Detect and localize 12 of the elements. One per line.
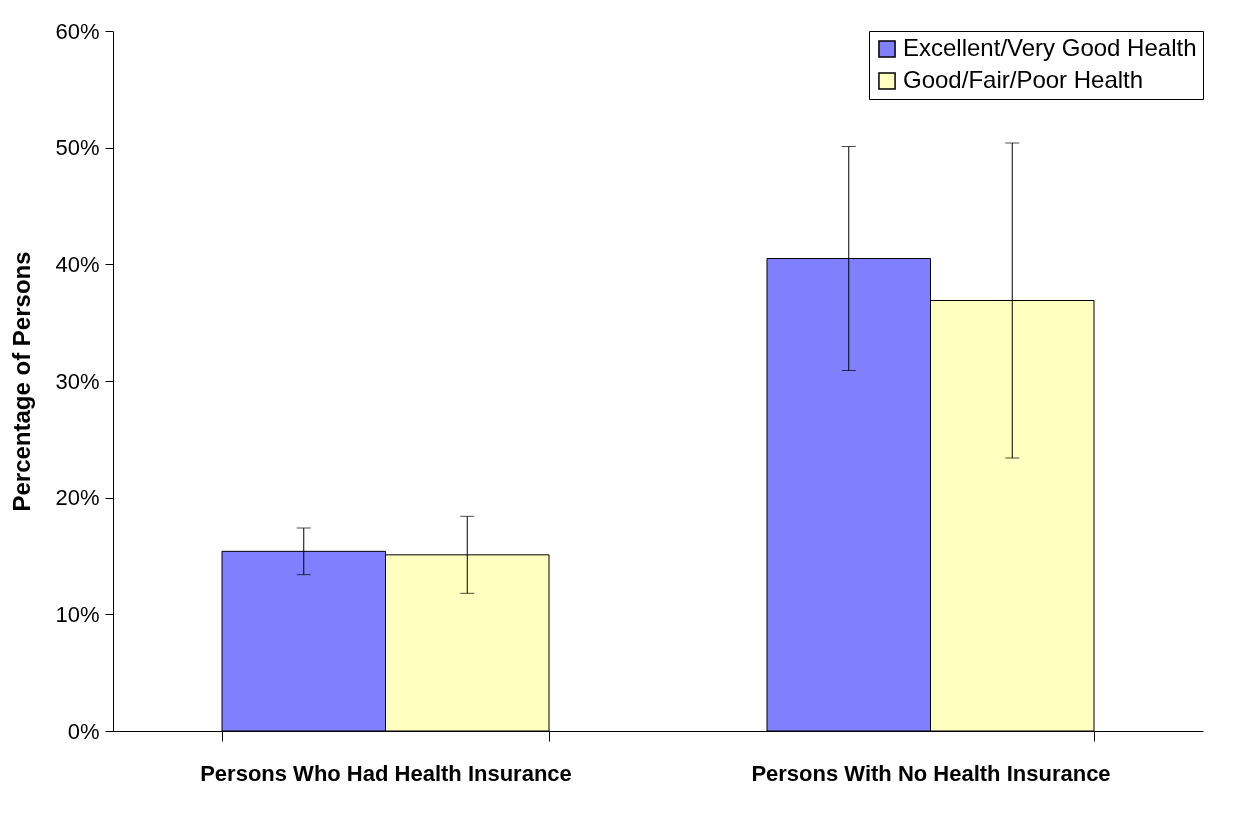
y-axis-title: Percentage of Persons bbox=[8, 251, 36, 512]
legend-label: Excellent/Very Good Health bbox=[903, 34, 1197, 61]
legend-label: Good/Fair/Poor Health bbox=[903, 66, 1144, 93]
y-tick-label: 30% bbox=[55, 368, 100, 394]
y-tick-label: 50% bbox=[55, 135, 100, 161]
y-tick-label: 20% bbox=[55, 485, 100, 511]
y-tick-label: 60% bbox=[55, 18, 100, 44]
y-tick-label: 10% bbox=[55, 601, 100, 627]
x-tick-label: Persons With No Health Insurance bbox=[751, 760, 1111, 786]
x-tick-label: Persons Who Had Health Insurance bbox=[200, 760, 572, 786]
y-tick-label: 0% bbox=[67, 718, 100, 744]
y-tick-label: 40% bbox=[55, 251, 100, 277]
